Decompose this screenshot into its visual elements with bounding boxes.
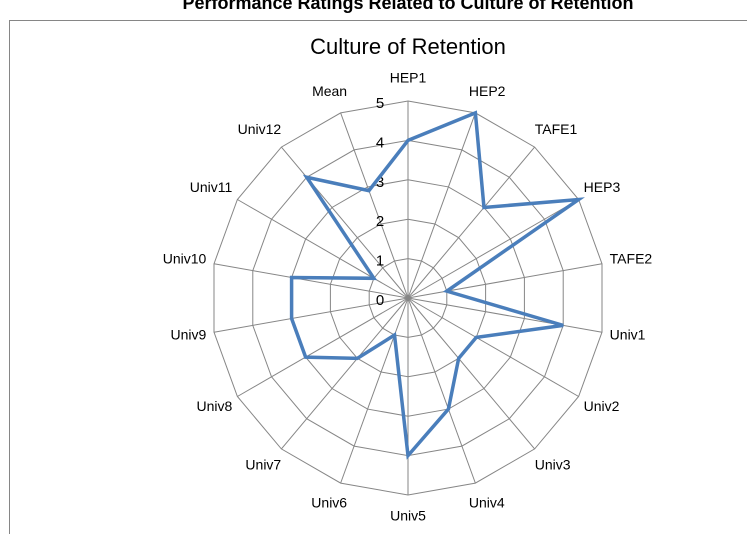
category-label: TAFE2 (610, 251, 653, 267)
category-label: Univ3 (535, 456, 571, 472)
spoke (237, 297, 409, 397)
category-label: Univ7 (245, 456, 281, 472)
r-tick-label: 3 (376, 174, 384, 191)
category-label: Univ12 (238, 121, 282, 137)
spoke (407, 297, 579, 397)
spoke (407, 146, 536, 299)
spoke (407, 297, 476, 484)
spoke (407, 112, 476, 299)
category-label: Univ4 (469, 494, 505, 510)
category-label: HEP1 (390, 70, 427, 86)
category-label: Univ5 (390, 508, 426, 524)
spoke (340, 297, 409, 484)
r-tick-label: 4 (376, 134, 384, 151)
r-tick-label: 1 (376, 253, 384, 270)
r-tick-label: 0 (376, 292, 384, 309)
category-label: HEP3 (584, 179, 621, 195)
category-label: Univ6 (311, 494, 347, 510)
page-title: Performance Ratings Related to Culture o… (182, 0, 633, 13)
chart-frame (9, 20, 747, 534)
spoke (407, 297, 603, 333)
category-label: HEP2 (469, 83, 506, 99)
spoke (213, 297, 409, 333)
r-tick-label: 5 (376, 95, 384, 112)
spoke (340, 112, 409, 299)
spoke (407, 297, 536, 450)
category-label: TAFE1 (535, 121, 578, 137)
category-label: Univ2 (584, 398, 620, 414)
category-label: Univ8 (197, 398, 233, 414)
spoke (280, 297, 409, 450)
category-label: Mean (312, 83, 347, 99)
spoke (407, 263, 603, 299)
category-label: Univ10 (163, 251, 207, 267)
category-label: Univ11 (190, 179, 233, 195)
chart-title: Culture of Retention (310, 34, 506, 59)
spoke (280, 146, 409, 299)
category-label: Univ1 (610, 327, 646, 343)
spoke (407, 199, 579, 299)
r-tick-label: 2 (376, 213, 384, 230)
spoke (237, 199, 409, 299)
spoke (213, 263, 409, 299)
series-line (289, 110, 585, 460)
category-label: Univ9 (171, 327, 207, 343)
